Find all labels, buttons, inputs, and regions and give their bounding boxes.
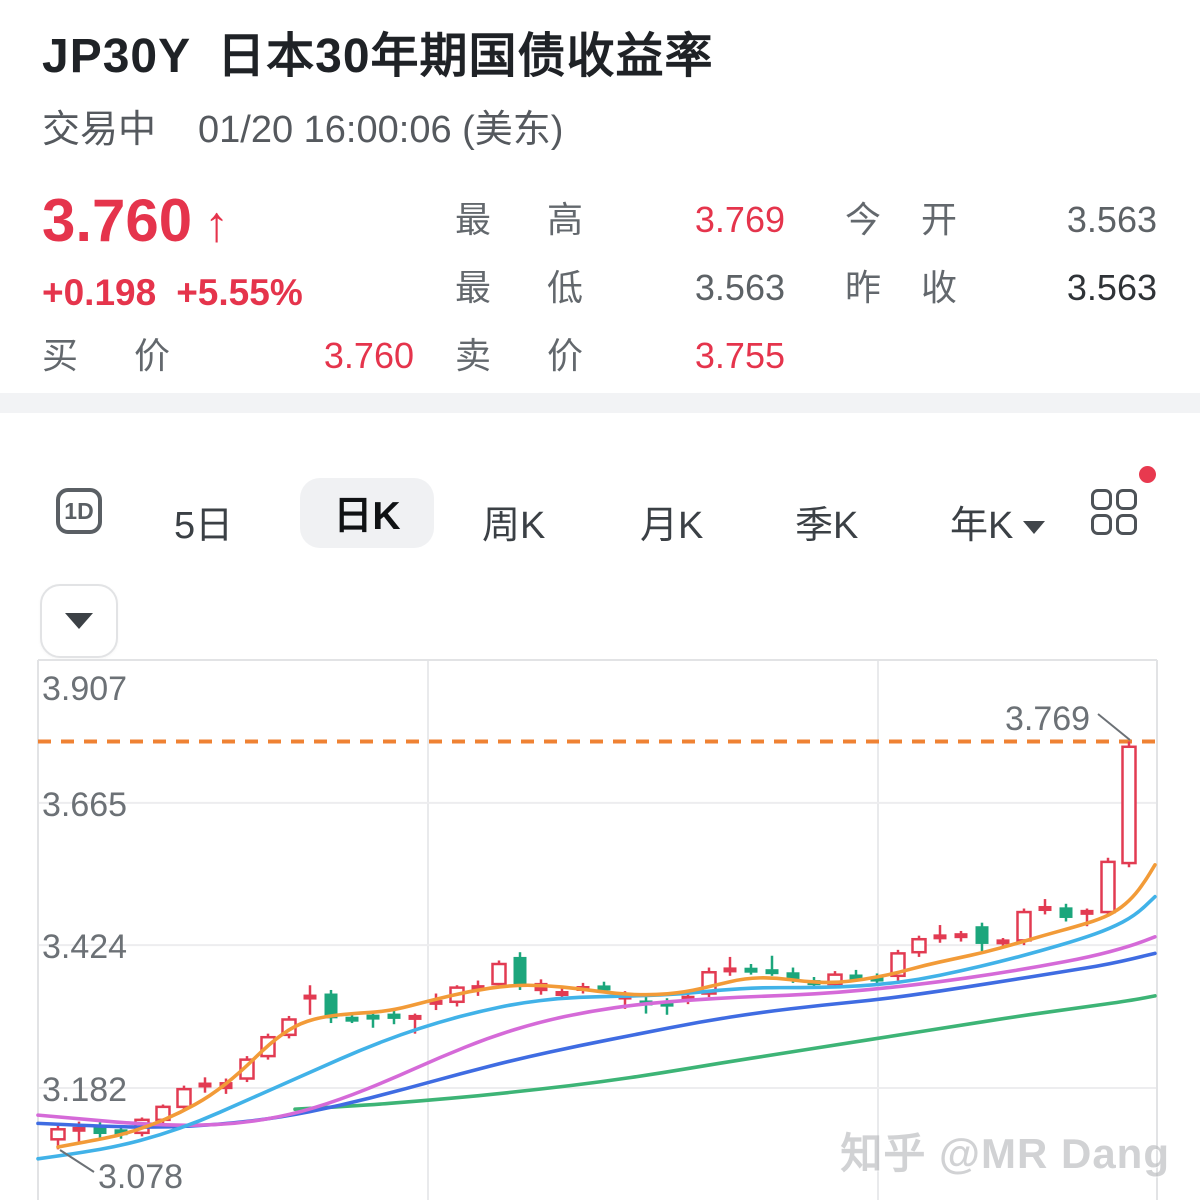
open-row: 今开 3.563 bbox=[845, 200, 1157, 240]
bid-row: 买价 3.760 bbox=[42, 336, 414, 376]
open-label: 今开 bbox=[845, 199, 957, 240]
svg-text:3.078: 3.078 bbox=[98, 1158, 183, 1196]
up-arrow-icon: ↑ bbox=[204, 196, 230, 252]
trading-status: 交易中 bbox=[42, 109, 157, 151]
tab-5day[interactable]: 5日 bbox=[174, 505, 234, 547]
last-price: 3.760 ↑ bbox=[42, 186, 229, 255]
chevron-down-icon bbox=[1023, 521, 1046, 534]
quote-timestamp: 01/20 16:00:06 (美东) bbox=[198, 109, 564, 151]
high-value: 3.769 bbox=[694, 199, 785, 240]
prev-close-row: 昨收 3.563 bbox=[845, 268, 1157, 308]
notification-dot-badge bbox=[1139, 466, 1156, 483]
tab-daily-k-active[interactable]: 日K bbox=[300, 478, 434, 548]
svg-text:3.182: 3.182 bbox=[42, 1071, 127, 1109]
svg-text:3.424: 3.424 bbox=[42, 928, 127, 966]
change-percent: +5.55% bbox=[176, 272, 303, 313]
open-value: 3.563 bbox=[1066, 199, 1157, 240]
svg-text:3.769: 3.769 bbox=[1005, 700, 1090, 738]
interval-1d-label: 1D bbox=[64, 497, 94, 524]
low-value: 3.563 bbox=[694, 267, 785, 308]
ask-label: 卖价 bbox=[455, 335, 583, 376]
low-label: 最低 bbox=[455, 267, 583, 308]
prev-close-value: 3.563 bbox=[1066, 267, 1157, 308]
interval-1d-icon[interactable]: 1D bbox=[56, 488, 102, 534]
high-label: 最高 bbox=[455, 199, 583, 240]
prev-close-label: 昨收 bbox=[845, 267, 957, 308]
watermark: 知乎 @MR Dang bbox=[840, 1130, 1170, 1177]
high-row: 最高 3.769 bbox=[455, 200, 785, 240]
tab-monthly-k[interactable]: 月K bbox=[640, 505, 704, 547]
page-title: JP30Y 日本30年期国债收益率 bbox=[42, 16, 714, 86]
chart-layout-grid-icon[interactable] bbox=[1091, 489, 1139, 537]
svg-text:3.907: 3.907 bbox=[42, 670, 127, 708]
svg-text:3.665: 3.665 bbox=[42, 786, 127, 824]
symbol: JP30Y bbox=[42, 30, 192, 83]
tab-weekly-k[interactable]: 周K bbox=[482, 505, 546, 547]
bid-label: 买价 bbox=[42, 335, 170, 376]
ask-row: 卖价 3.755 bbox=[455, 336, 785, 376]
dropdown-caret-icon bbox=[65, 613, 93, 629]
section-divider bbox=[0, 393, 1200, 413]
ask-value: 3.755 bbox=[694, 335, 785, 376]
tab-quarterly-k[interactable]: 季K bbox=[795, 505, 859, 547]
indicator-dropdown-button[interactable] bbox=[40, 584, 118, 658]
low-row: 最低 3.563 bbox=[455, 268, 785, 308]
bid-value: 3.760 bbox=[323, 335, 414, 376]
trading-status-row: 交易中 01/20 16:00:06 (美东) bbox=[42, 98, 563, 153]
price-change: +0.198 +5.55% bbox=[42, 272, 303, 314]
candlestick-chart[interactable]: 3.907 3.665 3.424 3.182 3.769 3.078 bbox=[0, 655, 1200, 1200]
last-price-value: 3.760 bbox=[42, 187, 193, 254]
tab-yearly-k[interactable]: 年K bbox=[950, 494, 1046, 549]
instrument-name: 日本30年期国债收益率 bbox=[217, 30, 714, 83]
change-value: +0.198 bbox=[42, 272, 157, 313]
